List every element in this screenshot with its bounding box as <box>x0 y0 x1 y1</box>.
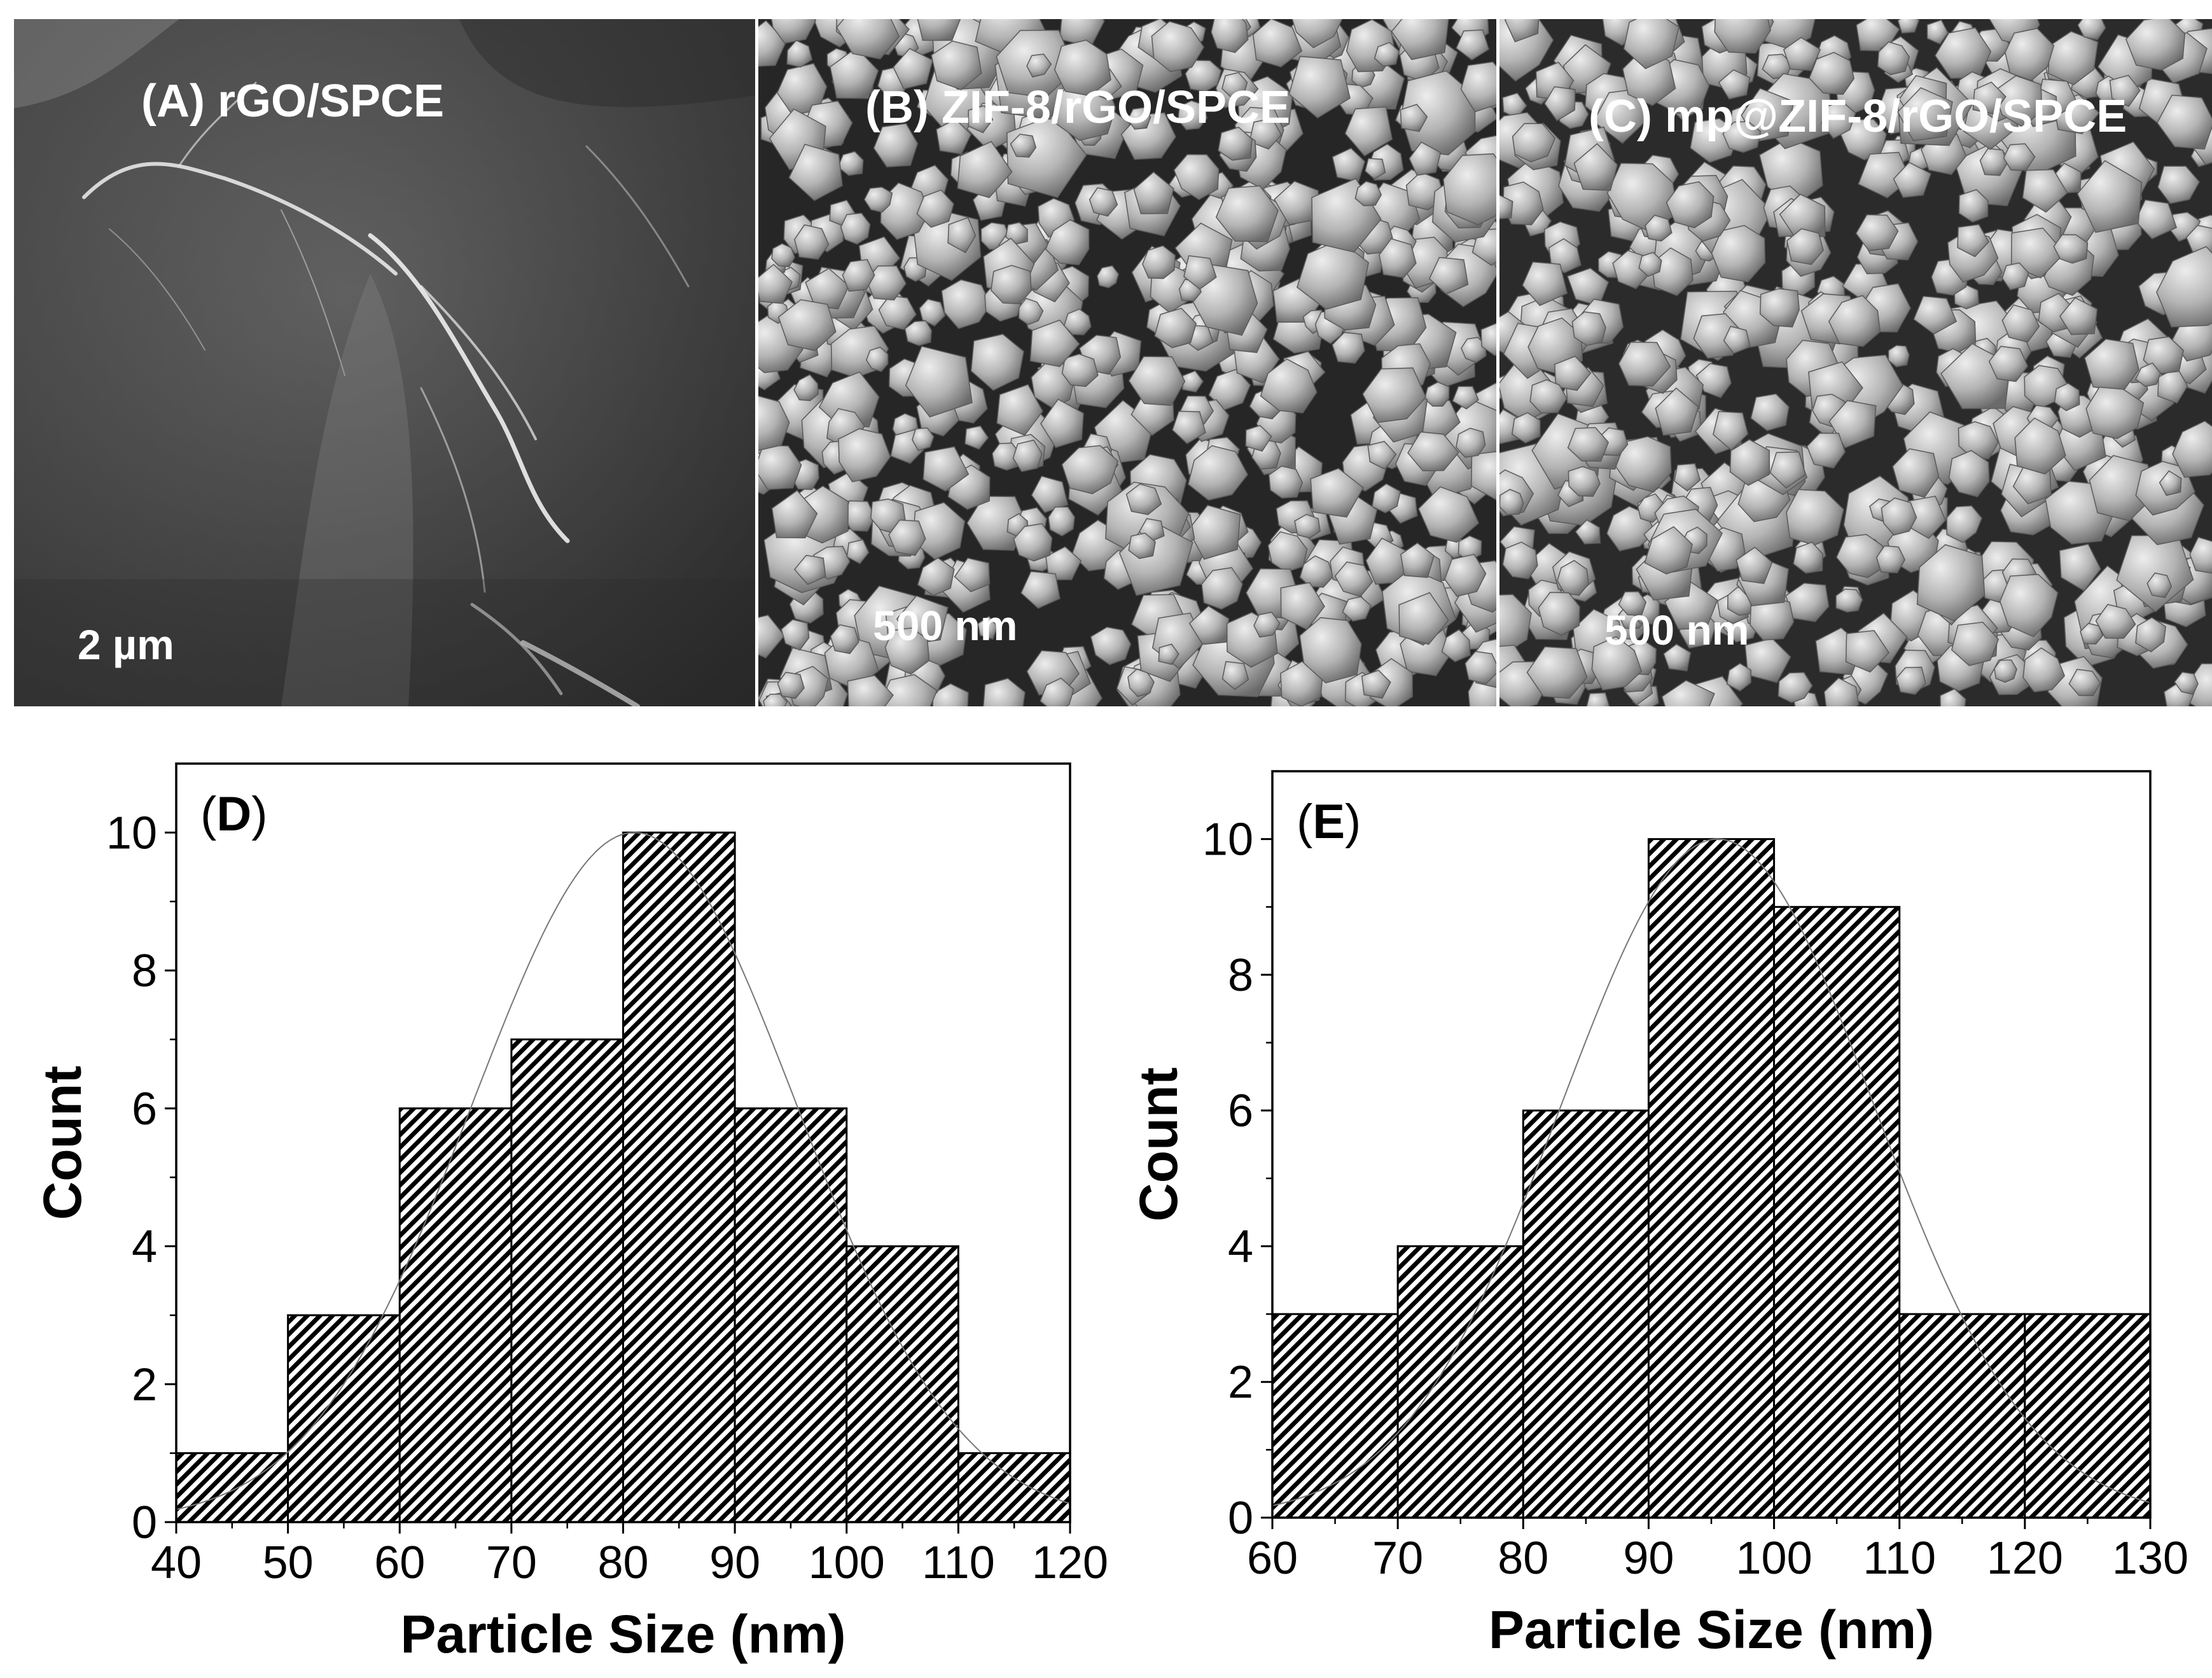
particle-texture <box>758 19 1496 706</box>
x-tick-label: 70 <box>486 1537 537 1588</box>
y-axis-label: Count <box>32 1066 92 1220</box>
y-tick-label: 10 <box>106 808 157 858</box>
histogram-bar <box>287 1314 401 1523</box>
histogram-bar <box>2024 1313 2152 1519</box>
panel-a-label: (A) rGO/SPCE <box>141 76 445 127</box>
panel-b-label: (B) ZIF-8/rGO/SPCE <box>865 82 1291 133</box>
particle-texture <box>1499 19 2212 706</box>
y-tick-label: 4 <box>1228 1221 1253 1272</box>
y-axis-label: Count <box>1129 1067 1188 1222</box>
y-tick-label: 0 <box>1228 1493 1253 1544</box>
histogram-bar <box>622 831 736 1523</box>
panel-a-scale-label: 2 µm <box>78 621 174 668</box>
x-tick-label: 120 <box>1032 1537 1107 1588</box>
histogram-bar <box>510 1038 624 1523</box>
histogram-bar <box>734 1107 848 1523</box>
x-tick-label: 50 <box>263 1537 314 1588</box>
panel-b-scale-label: 500 nm <box>873 602 1018 649</box>
histogram-bar <box>175 1452 289 1523</box>
x-tick-label: 80 <box>1498 1533 1548 1584</box>
x-axis-label: Particle Size (nm) <box>1489 1600 1934 1660</box>
x-tick-label: 120 <box>1987 1533 2063 1584</box>
panel-c-scale-label: 500 nm <box>1604 606 1749 654</box>
x-tick-label: 70 <box>1372 1533 1423 1584</box>
x-tick-label: 110 <box>1863 1533 1936 1584</box>
x-tick-label: 40 <box>151 1537 202 1588</box>
panel-c-label: (C) mp@ZIF-8/rGO/SPCE <box>1589 91 2127 142</box>
histogram-bar <box>845 1245 959 1523</box>
x-tick-label: 100 <box>1736 1533 1812 1584</box>
y-tick-label: 2 <box>1228 1357 1253 1408</box>
histogram-bar <box>1898 1313 2026 1519</box>
y-tick-label: 6 <box>1228 1086 1253 1136</box>
y-tick-label: 2 <box>132 1359 157 1410</box>
y-tick-label: 8 <box>1228 950 1253 1001</box>
y-tick-label: 4 <box>132 1222 157 1273</box>
panel-label: (D) <box>200 787 268 841</box>
y-tick-label: 0 <box>132 1497 157 1548</box>
x-tick-label: 90 <box>709 1537 760 1588</box>
histogram-e: 60 70 80 90 100 110 120 130 0 2 4 6 8 10 (E) Particle S… <box>1129 770 2188 1660</box>
x-tick-label: 110 <box>922 1537 995 1588</box>
x-tick-label: 60 <box>1247 1533 1298 1584</box>
x-axis-label: Particle Size (nm) <box>400 1604 845 1664</box>
sem-image-a <box>14 19 755 706</box>
y-tick-label: 6 <box>132 1084 157 1135</box>
x-tick-label: 60 <box>374 1537 425 1588</box>
histogram-bar <box>398 1107 513 1523</box>
sem-image-b <box>758 19 1496 706</box>
gaussian-fit-curve <box>176 832 1071 1511</box>
histogram-bar <box>1396 1245 1524 1519</box>
sem-image-c <box>1499 19 2212 706</box>
x-tick-label: 130 <box>2112 1533 2188 1584</box>
histogram-d: 40 50 60 70 80 90 100 110 120 0 2 4 6 8 10 (D) Particle … <box>32 762 1107 1664</box>
sem-panel-a: (A) rGO/SPCE 2 µm <box>14 19 755 706</box>
histogram-bar <box>1271 1313 1399 1519</box>
histogram-bar <box>1647 838 1776 1519</box>
histogram-bar <box>1522 1109 1650 1519</box>
histogram-bar <box>1773 905 1901 1519</box>
y-tick-label: 8 <box>132 946 157 996</box>
y-tick-label: 10 <box>1202 815 1253 865</box>
x-tick-label: 100 <box>809 1537 885 1588</box>
gaussian-fit-curve <box>1272 838 2151 1507</box>
sem-panel-b: (B) ZIF-8/rGO/SPCE 500 nm <box>758 19 1496 706</box>
sem-panel-c: (C) mp@ZIF-8/rGO/SPCE 500 nm <box>1499 19 2212 706</box>
x-tick-label: 90 <box>1623 1533 1674 1584</box>
x-tick-label: 80 <box>597 1537 648 1588</box>
panel-label: (E) <box>1297 795 1361 849</box>
histogram-bar <box>957 1452 1071 1523</box>
sem-image-row: (A) rGO/SPCE 2 µm (B) ZIF-8/rGO/SPCE 500… <box>14 19 2212 706</box>
